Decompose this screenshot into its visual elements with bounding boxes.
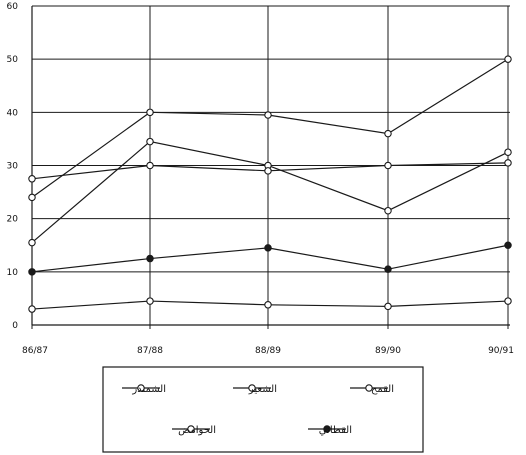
y-tick-label: 60: [7, 2, 19, 12]
x-tick-label: 88/89: [255, 346, 281, 356]
data-point: [147, 162, 153, 168]
data-point: [505, 160, 511, 166]
data-point: [147, 109, 153, 115]
x-tick-label: 86/87: [22, 346, 48, 356]
series-line: [32, 142, 508, 243]
data-point: [385, 266, 391, 272]
x-tick-label: 90/91: [488, 346, 514, 356]
data-point: [385, 130, 391, 136]
legend-label: الشعير: [248, 384, 277, 395]
data-point: [265, 168, 271, 174]
data-point: [29, 239, 35, 245]
data-point: [265, 112, 271, 118]
data-point: [505, 298, 511, 304]
y-tick-label: 40: [7, 108, 19, 118]
y-tick-label: 50: [7, 55, 19, 65]
data-point: [505, 149, 511, 155]
data-point: [147, 255, 153, 261]
series-4: [29, 298, 511, 312]
data-point: [29, 306, 35, 312]
data-point: [265, 302, 271, 308]
x-tick-label: 87/88: [137, 346, 163, 356]
series-2: [29, 138, 511, 245]
y-tick-label: 20: [7, 215, 19, 225]
data-point: [385, 162, 391, 168]
data-point: [147, 298, 153, 304]
axes: 0 10 20 30 40 50 60 86/87 87/88 88/89 89/90 90/91: [7, 2, 514, 356]
data-point: [265, 245, 271, 251]
series-5: [29, 242, 511, 275]
series-group: [29, 56, 511, 312]
data-point: [147, 138, 153, 144]
x-tick-label: 89/90: [375, 346, 401, 356]
y-tick-label: 10: [7, 268, 19, 278]
data-point: [29, 194, 35, 200]
data-point: [29, 176, 35, 182]
legend: القمح الشعير الشمندر القطاني الحوامض: [103, 367, 423, 452]
data-point: [505, 242, 511, 248]
y-tick-label: 30: [7, 162, 19, 172]
legend-label: القمح: [371, 384, 394, 395]
legend-label: الحوامض: [178, 425, 216, 436]
data-point: [385, 207, 391, 213]
series-1: [29, 56, 511, 201]
data-point: [505, 56, 511, 62]
legend-label: القطاني: [319, 425, 352, 436]
data-point: [29, 269, 35, 275]
legend-item-4: الحوامض: [172, 425, 216, 436]
data-point: [385, 303, 391, 309]
legend-label: الشمندر: [131, 384, 166, 395]
legend-box: [103, 367, 423, 452]
series-line: [32, 59, 508, 197]
y-tick-label: 0: [12, 321, 18, 331]
